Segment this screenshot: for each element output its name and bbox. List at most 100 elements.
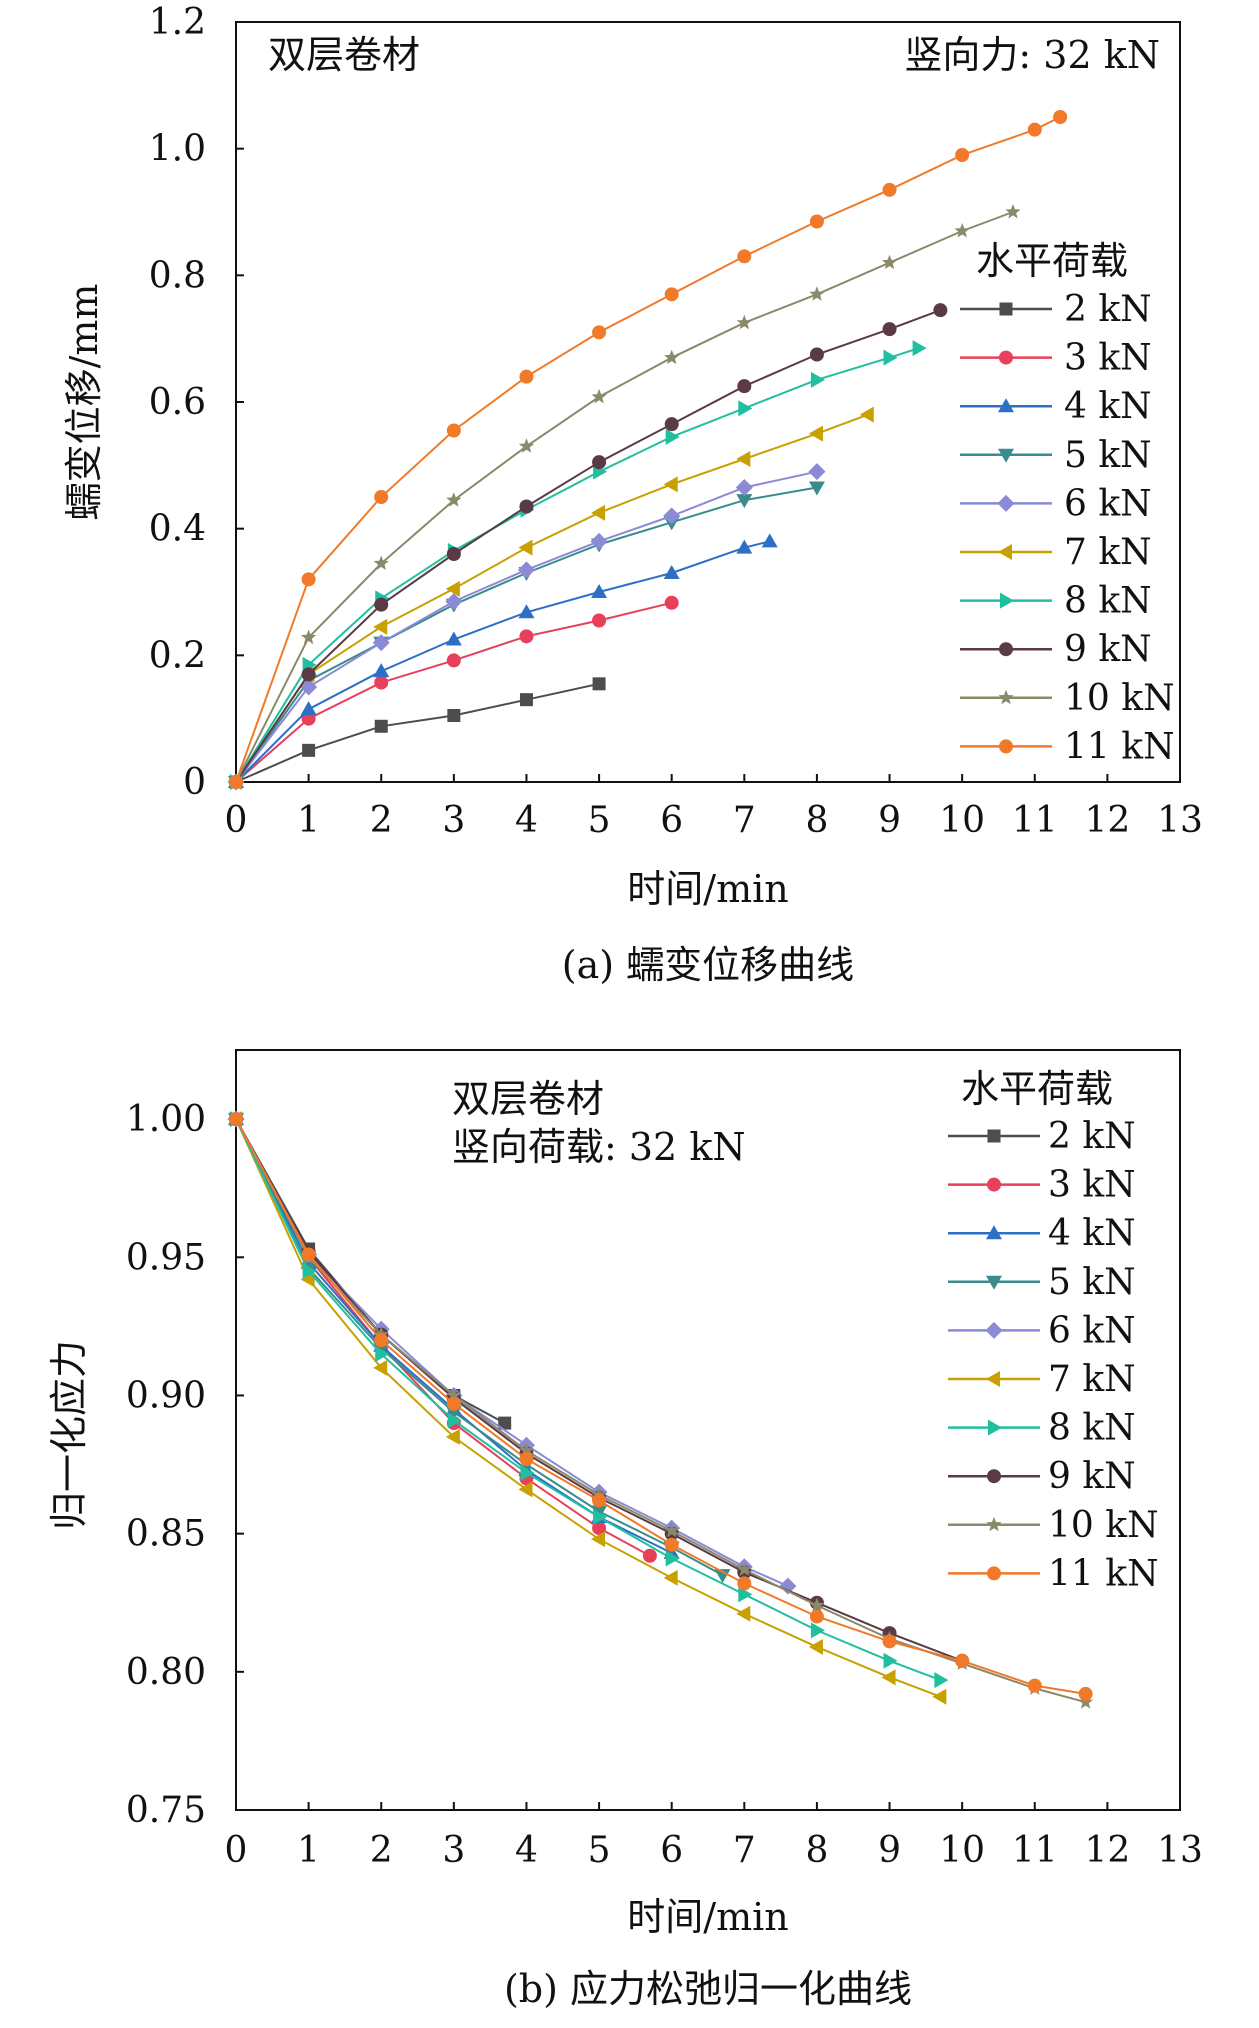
data-point xyxy=(736,1561,752,1576)
x-tick-label: 8 xyxy=(805,1830,828,1871)
legend-label: 5 kN xyxy=(1064,435,1152,476)
data-point xyxy=(665,428,680,445)
data-point xyxy=(810,1622,825,1639)
series-6kn xyxy=(227,1110,797,1595)
data-point xyxy=(955,1653,970,1668)
data-point xyxy=(955,148,970,162)
data-point xyxy=(932,1688,947,1705)
data-point xyxy=(663,476,678,493)
data-point xyxy=(592,677,606,691)
x-tick-label: 2 xyxy=(370,1830,393,1871)
plot-frame xyxy=(235,1049,1181,1811)
series-line xyxy=(235,347,919,783)
y-tick-label: 0.80 xyxy=(126,1652,206,1693)
series-9kn xyxy=(229,1112,970,1668)
data-point xyxy=(714,1569,731,1584)
data-point xyxy=(912,340,927,357)
data-point xyxy=(1078,1694,1094,1709)
legend-item: 10 kN xyxy=(948,1505,1159,1546)
data-point xyxy=(933,303,948,318)
x-tick-label: 10 xyxy=(939,800,985,841)
x-tick-label: 11 xyxy=(1012,800,1058,841)
series-11kn xyxy=(229,1112,1093,1701)
legend-item: 5 kN xyxy=(960,435,1152,476)
data-point xyxy=(374,719,388,733)
data-point xyxy=(1005,204,1021,219)
data-point xyxy=(229,1112,243,1127)
data-point xyxy=(664,1537,679,1552)
legend-item: 3 kN xyxy=(948,1165,1136,1206)
data-point xyxy=(779,1577,797,1595)
series-4kn xyxy=(228,533,778,788)
x-tick-label: 1 xyxy=(297,1830,320,1871)
legend-label: 2 kN xyxy=(1048,1116,1136,1157)
data-point xyxy=(518,1481,533,1498)
series-line xyxy=(235,540,770,783)
series-line xyxy=(235,1118,673,1554)
data-point xyxy=(445,1428,460,1445)
data-point xyxy=(859,406,874,423)
data-point xyxy=(810,371,825,388)
material-annotation: 双层卷材 xyxy=(452,1077,604,1121)
y-tick-label: 0.75 xyxy=(126,1790,206,1831)
legend-item: 3 kN xyxy=(960,338,1152,379)
legend-label: 7 kN xyxy=(1064,532,1152,573)
data-point xyxy=(737,379,752,394)
data-point xyxy=(446,492,462,507)
data-point xyxy=(883,349,898,366)
y-tick-label: 0.90 xyxy=(126,1375,206,1416)
data-point xyxy=(1078,1686,1093,1701)
series-8kn xyxy=(230,340,927,790)
data-point xyxy=(592,455,607,470)
x-tick-label: 2 xyxy=(370,800,393,841)
x-tick-label: 0 xyxy=(225,800,248,841)
series-line xyxy=(235,682,600,783)
data-point xyxy=(518,1442,535,1458)
legend-item: 11 kN xyxy=(948,1553,1159,1594)
legend-label: 2 kN xyxy=(1064,289,1152,330)
y-axis-label: 蠕变位移/mm xyxy=(62,284,106,521)
data-point xyxy=(446,423,461,438)
data-point xyxy=(517,561,535,579)
plot-frame xyxy=(235,21,1181,783)
data-point xyxy=(882,322,897,337)
y-tick-label: 0.8 xyxy=(149,255,206,296)
data-point xyxy=(808,481,825,496)
legend-item: 4 kN xyxy=(948,1213,1136,1254)
legend-label: 3 kN xyxy=(1064,338,1152,379)
legend-label: 4 kN xyxy=(1048,1213,1136,1254)
x-tick-label: 0 xyxy=(225,1830,248,1871)
data-point xyxy=(736,539,753,554)
data-point xyxy=(498,1416,512,1430)
data-point xyxy=(301,1247,316,1262)
data-point xyxy=(809,1609,824,1624)
data-point xyxy=(518,539,533,556)
x-axis-label: 时间/min xyxy=(627,867,788,911)
force-annotation: 竖向荷载: 32 kN xyxy=(452,1125,746,1169)
series-line xyxy=(235,1118,789,1588)
legend-item: 9 kN xyxy=(948,1456,1136,1497)
data-point xyxy=(1027,1678,1042,1693)
x-tick-label: 12 xyxy=(1084,1830,1130,1871)
material-annotation: 双层卷材 xyxy=(268,33,420,77)
data-point xyxy=(736,1605,751,1622)
series-7kn xyxy=(228,1111,947,1705)
series-11kn xyxy=(229,110,1068,789)
data-point xyxy=(447,709,461,722)
data-point xyxy=(664,349,680,365)
data-point xyxy=(519,499,534,514)
legend-item: 10 kN xyxy=(960,678,1175,719)
legend-marker xyxy=(1000,592,1014,609)
data-point xyxy=(374,597,389,612)
force-annotation: 竖向力: 32 kN xyxy=(904,33,1160,77)
x-tick-label: 7 xyxy=(733,800,756,841)
data-point xyxy=(1053,110,1068,124)
legend-marker xyxy=(986,1371,1000,1387)
x-tick-label: 9 xyxy=(878,800,901,841)
data-point xyxy=(445,631,462,646)
series-8kn xyxy=(230,1111,949,1689)
data-point xyxy=(373,663,390,678)
data-point xyxy=(446,653,461,668)
series-line xyxy=(235,1118,1086,1695)
